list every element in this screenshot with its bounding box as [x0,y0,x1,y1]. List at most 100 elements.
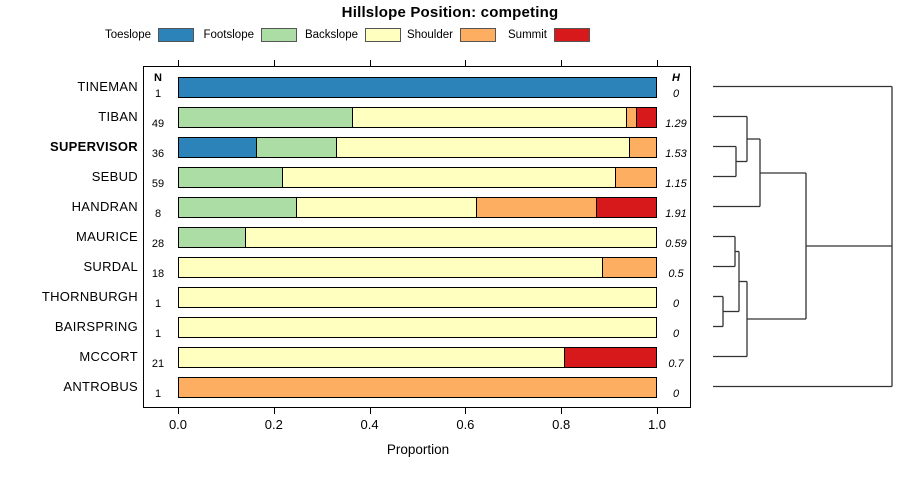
axis-tick [561,408,563,414]
h-column-header: H [672,71,680,84]
bar-segment-toeslope [178,77,657,98]
bar-segment-backslope [336,137,631,158]
row-n-value: 59 [151,177,165,190]
row-h-value: 0 [672,387,680,400]
legend-item-label: Shoulder [406,29,453,41]
row-n-value: 8 [154,207,162,220]
axis-tick [369,60,371,66]
x-axis-label: Proportion [386,442,450,457]
legend-item: Shoulder [357,27,496,43]
row-h-value: 1.15 [665,177,687,190]
bar-segment-shoulder [614,167,657,188]
chart-title: Hillslope Position: competing [341,4,559,21]
row-label: SURDAL [83,258,138,274]
bar-row [178,227,657,248]
axis-tick [465,60,467,66]
legend-item: Toeslope [55,27,194,43]
row-h-value: 0.59 [665,237,687,250]
row-h-value: 1.29 [665,117,687,130]
legend-swatch [554,28,590,42]
row-n-value: 1 [154,387,162,400]
bar-segment-shoulder [475,197,598,218]
row-label: SUPERVISOR [49,138,138,154]
row-n-value: 49 [151,117,165,130]
plot-area: N H 1 0 49 1.29 36 1.53 59 1.15 8 1.91 28 0.59 18 0.5 1 0… [143,60,691,414]
row-label: SEBUD [91,168,138,184]
row-h-value: 0 [672,297,680,310]
legend-swatch [158,28,194,42]
legend-swatch [460,28,496,42]
bar-row [178,377,657,398]
n-column-header: N [154,71,162,84]
bar-row [178,77,657,98]
axis-tick [273,60,275,66]
x-axis-tick-label: 1.0 [647,417,667,432]
bar-segment-footslope [178,197,298,218]
bar-segment-backslope [352,107,628,128]
bar-segment-backslope [244,227,657,248]
bar-row [178,317,657,338]
axis-tick [465,408,467,414]
row-n-value: 36 [151,147,165,160]
legend-item: Backslope [262,27,401,43]
bar-row [178,257,657,278]
bar-row [178,137,657,158]
row-label: BAIRSPRING [54,318,138,334]
bar-segment-backslope [178,257,604,278]
row-label: ANTROBUS [63,378,138,394]
legend-item: Summit [451,27,590,43]
x-axis-tick-label: 0.2 [264,417,283,432]
bar-segment-backslope [178,347,566,368]
row-label: TINEMAN [77,78,138,94]
bar-segment-summit [564,347,657,368]
bar-segment-footslope [178,227,247,248]
legend-swatch [261,28,297,42]
bar-segment-shoulder [628,137,657,158]
bar-segment-backslope [281,167,617,188]
bar-segment-backslope [178,287,657,308]
row-h-value: 0 [672,87,680,100]
bar-segment-footslope [178,167,284,188]
bar-segment-toeslope [178,137,258,158]
legend-item-label: Backslope [304,29,358,41]
bar-segment-footslope [178,107,354,128]
bar-segment-backslope [178,317,657,338]
axis-tick [657,60,658,66]
legend-item-label: Summit [508,29,547,41]
axis-tick [178,60,179,66]
legend-item: Footslope [158,27,297,43]
bar-segment-summit [595,197,657,218]
bar-row [178,167,657,188]
bar-row [178,347,657,368]
bar-segment-shoulder [178,377,657,398]
legend-item-label: Toeslope [104,29,151,41]
row-h-value: 1.53 [665,147,687,160]
axis-tick [561,60,563,66]
legend-item-label: Footslope [203,29,254,41]
row-n-value: 1 [154,327,162,340]
x-axis-tick-label: 0.6 [456,417,475,432]
row-h-value: 0.5 [668,267,684,280]
row-n-value: 1 [154,297,162,310]
row-n-value: 28 [151,237,165,250]
bar-row [178,287,657,308]
bar-segment-summit [635,107,657,128]
x-axis-tick-label: 0.0 [168,417,188,432]
row-h-value: 0 [672,327,680,340]
axis-tick [178,408,179,414]
bar-segment-footslope [256,137,338,158]
bar-segment-shoulder [602,257,657,278]
bar-segment-backslope [296,197,478,218]
row-label: TIBAN [98,108,138,124]
row-n-value: 1 [154,87,162,100]
row-label: HANDRAN [71,198,138,214]
axis-tick [369,408,371,414]
x-axis-tick-label: 0.4 [360,417,379,432]
axis-tick [273,408,275,414]
row-n-value: 21 [151,357,165,370]
bar-row [178,107,657,128]
row-label: MCCORT [79,348,138,364]
axis-tick [657,408,658,414]
x-axis-tick-label: 0.8 [552,417,571,432]
